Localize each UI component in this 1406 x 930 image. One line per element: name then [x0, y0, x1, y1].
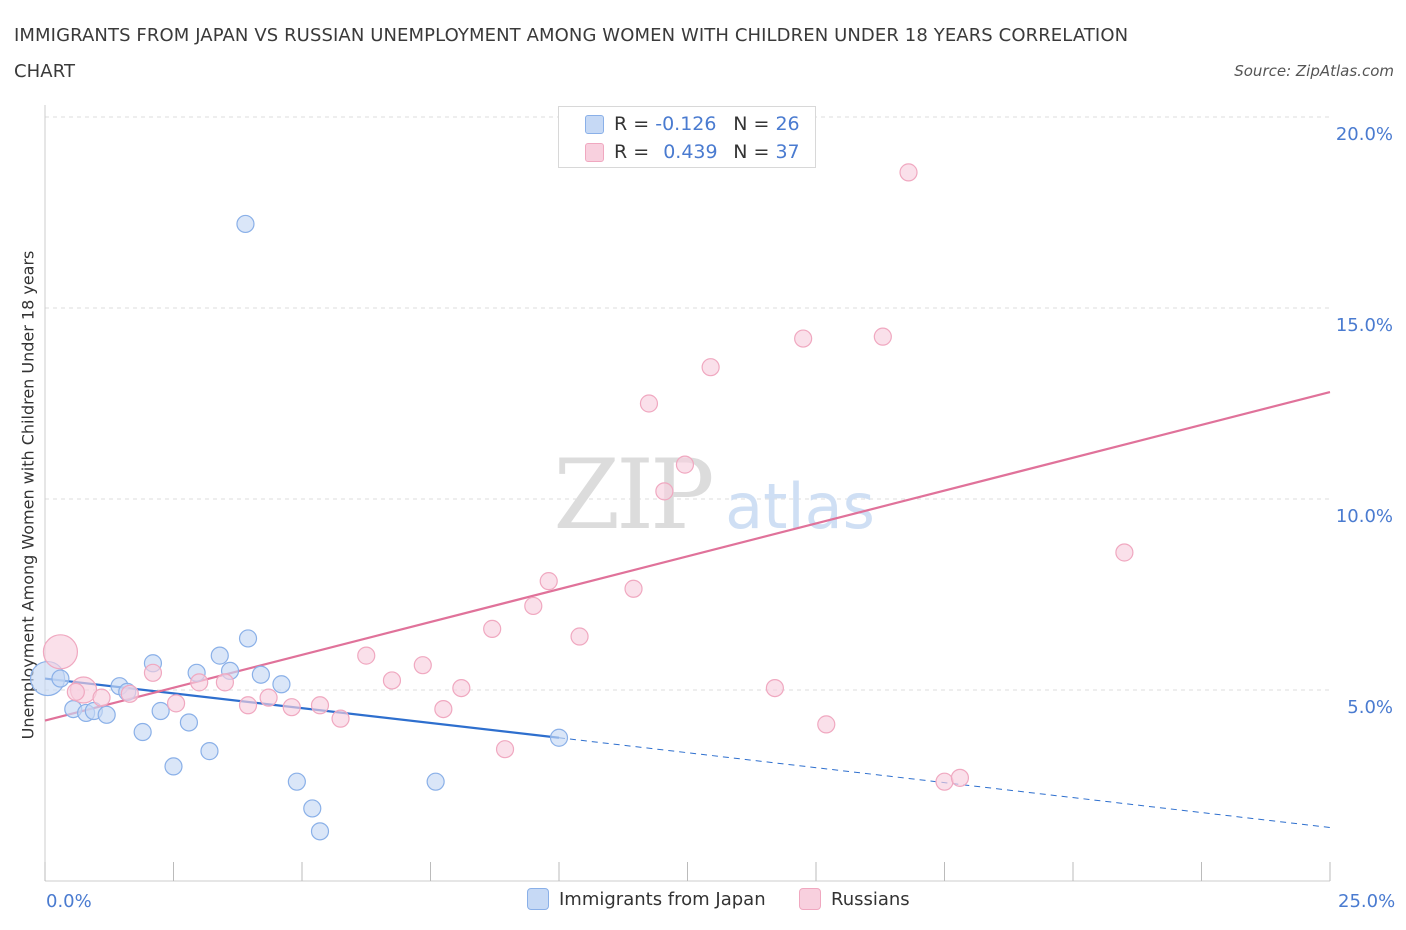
- japan-swatch: [585, 114, 604, 134]
- point-russians: [950, 768, 970, 787]
- n-label: N =: [733, 141, 770, 163]
- point-russians: [282, 698, 301, 717]
- point-russians: [539, 572, 558, 591]
- point-russians: [899, 163, 918, 182]
- chart-title: IMMIGRANTS FROM JAPAN VS RUSSIAN UNEMPLO…: [14, 25, 1129, 82]
- point-japan: [236, 214, 255, 234]
- point-russians: [357, 646, 376, 665]
- x-tick-max: 25.0%: [1338, 891, 1396, 912]
- point-japan: [238, 629, 258, 648]
- stats-row-russians: R = 0.439 N = 37: [585, 139, 800, 165]
- point-russians: [66, 682, 85, 702]
- point-russians: [794, 329, 813, 348]
- point-russians: [310, 696, 330, 715]
- point-japan: [133, 722, 152, 742]
- point-russians: [190, 673, 209, 692]
- point-russians: [639, 394, 659, 413]
- r-value: -0.126: [655, 113, 717, 135]
- point-japan: [179, 713, 199, 732]
- axes: [44, 105, 1331, 882]
- point-russians: [495, 740, 515, 759]
- point-japan: [210, 646, 229, 665]
- point-russians: [817, 715, 836, 734]
- r-label: R =: [614, 141, 650, 163]
- point-russians: [452, 678, 471, 698]
- n-value: 26: [775, 113, 800, 135]
- n-label: N =: [733, 113, 770, 135]
- watermark-zip: ZIP: [553, 439, 712, 551]
- point-russians: [382, 671, 402, 690]
- point-russians: [143, 663, 163, 682]
- russians-swatch: [585, 142, 604, 162]
- legend-label-russians: Russians: [831, 888, 910, 910]
- point-japan: [251, 665, 270, 684]
- legend-label-japan: Immigrants from Japan: [559, 888, 766, 910]
- point-russians: [120, 684, 139, 703]
- watermark: ZIP atlas: [553, 439, 875, 551]
- point-japan: [164, 757, 183, 776]
- point-russians: [483, 619, 502, 638]
- point-russians: [675, 455, 695, 474]
- point-russians: [238, 696, 258, 715]
- point-russians: [42, 634, 79, 670]
- point-russians: [524, 596, 543, 616]
- point-japan: [97, 705, 116, 724]
- point-japan: [151, 701, 170, 721]
- point-russians: [935, 772, 954, 791]
- y-tick-label: 15.0%: [1335, 315, 1393, 336]
- point-russians: [765, 678, 784, 698]
- y-tick-label: 20.0%: [1335, 124, 1393, 145]
- point-japan: [310, 822, 330, 841]
- point-russians: [434, 699, 453, 719]
- russians-legend-swatch: [799, 888, 821, 910]
- point-japan: [272, 675, 291, 694]
- point-japan: [549, 728, 569, 747]
- y-tick-label: 10.0%: [1335, 506, 1393, 527]
- point-japan: [200, 742, 219, 761]
- point-russians: [166, 694, 186, 713]
- r-label: R =: [614, 113, 650, 135]
- point-japan: [426, 772, 445, 791]
- point-russians: [873, 327, 892, 346]
- source-label: Source: ZipAtlas.com: [1234, 62, 1394, 80]
- legend-item-russians[interactable]: Russians: [799, 888, 910, 910]
- point-russians: [413, 656, 432, 675]
- point-russians: [1115, 543, 1134, 562]
- stats-legend: R = -0.126 N = 26 R = 0.439 N = 37: [558, 106, 816, 168]
- data-points: [29, 163, 1134, 841]
- point-russians: [624, 579, 643, 598]
- japan-legend-swatch: [527, 888, 549, 910]
- y-tick-label: 5.0%: [1347, 697, 1393, 718]
- point-russians: [259, 688, 278, 707]
- x-tick-min: 0.0%: [46, 891, 92, 912]
- point-russians: [92, 688, 111, 707]
- legend-item-japan[interactable]: Immigrants from Japan: [527, 888, 766, 910]
- point-russians: [701, 358, 720, 377]
- series-legend: Immigrants from Japan Russians: [0, 888, 1406, 916]
- gridlines: [45, 116, 1330, 691]
- r-value: 0.439: [663, 141, 718, 163]
- watermark-atlas: atlas: [725, 470, 875, 543]
- point-japan: [51, 669, 70, 688]
- point-russians: [215, 673, 234, 692]
- point-japan: [287, 772, 306, 791]
- point-russians: [655, 482, 674, 501]
- point-japan: [303, 799, 322, 818]
- stats-row-japan: R = -0.126 N = 26: [585, 111, 800, 137]
- point-russians: [570, 627, 589, 646]
- point-russians: [331, 709, 350, 728]
- n-value: 37: [775, 141, 800, 163]
